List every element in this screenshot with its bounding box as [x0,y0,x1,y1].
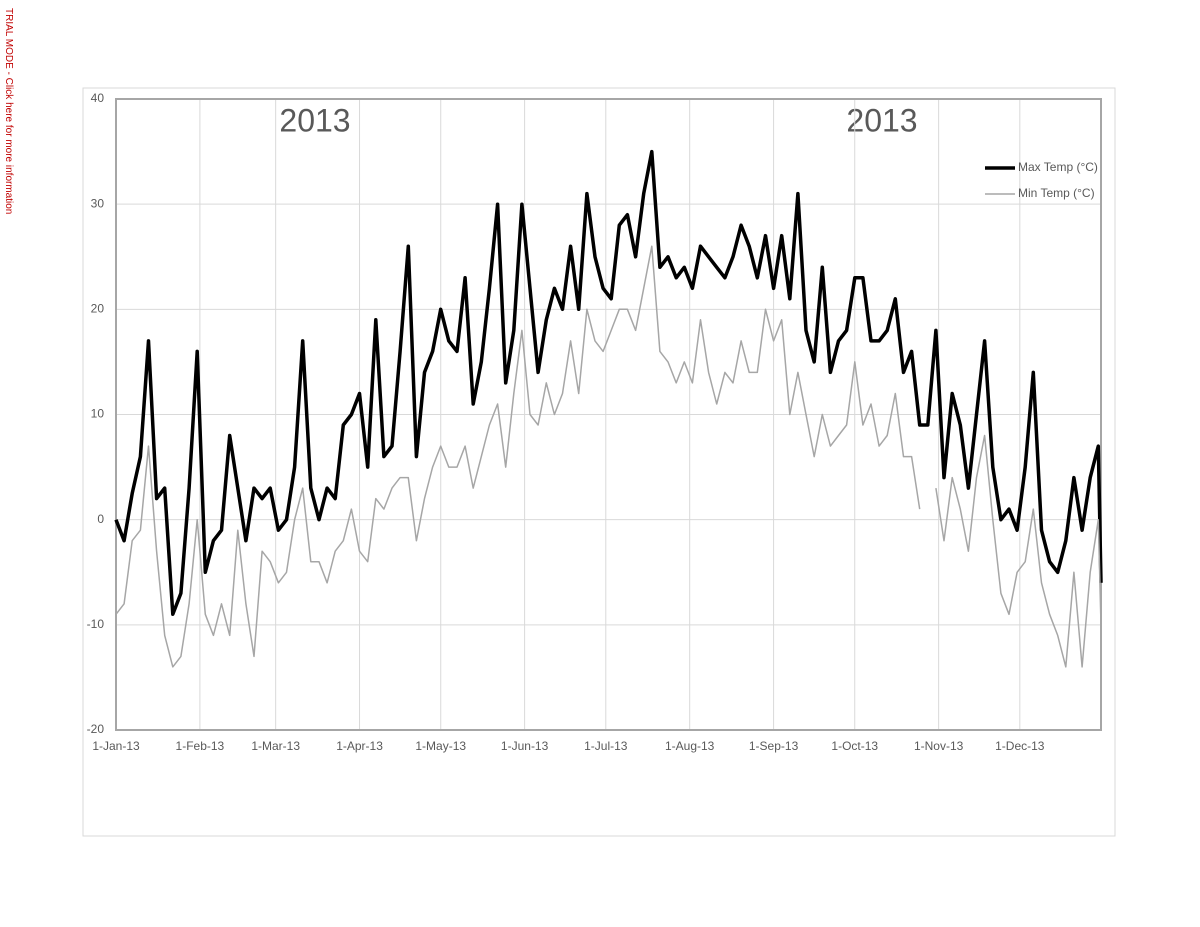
legend-label: Min Temp (°C) [1018,186,1095,200]
x-tick-label: 1-Nov-13 [914,739,964,753]
x-tick-label: 1-Apr-13 [336,739,383,753]
y-tick-label: -10 [87,617,105,631]
x-tick-label: 1-Aug-13 [665,739,715,753]
x-tick-label: 1-Mar-13 [251,739,300,753]
y-tick-label: -20 [87,722,105,736]
x-tick-label: 1-Sep-13 [749,739,799,753]
x-tick-label: 1-Feb-13 [176,739,225,753]
x-tick-label: 1-Dec-13 [995,739,1045,753]
x-tick-label: 1-Jun-13 [501,739,549,753]
series-line [115,245,1102,668]
trial-notice[interactable]: TRIAL MODE - Click here for more informa… [3,8,14,215]
x-tick-label: 1-Oct-13 [831,739,878,753]
x-tick-label: 1-May-13 [415,739,466,753]
x-tick-label: 1-Jan-13 [92,739,140,753]
chart-frame [82,87,1116,837]
y-tick-label: 40 [91,91,105,105]
y-tick-label: 0 [97,512,104,526]
plot-frame [115,98,1102,731]
y-tick-label: 10 [91,407,105,421]
annotation: 2013 [846,102,917,138]
legend-label: Max Temp (°C) [1018,160,1098,174]
x-tick-label: 1-Jul-13 [584,739,628,753]
y-tick-label: 30 [91,196,105,210]
series-line [114,149,1103,617]
y-tick-label: 20 [91,302,105,316]
annotation: 2013 [279,102,350,138]
